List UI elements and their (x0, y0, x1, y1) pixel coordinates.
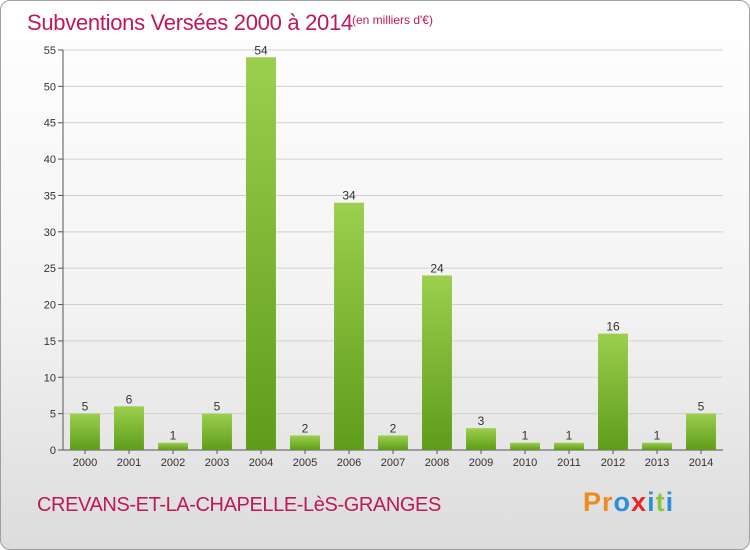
bars (70, 57, 716, 450)
logo-letter: i (647, 487, 656, 517)
bar-2007 (378, 435, 408, 450)
x-tick-label: 2011 (557, 457, 581, 469)
x-tick-label: 2010 (513, 457, 537, 469)
bar-2010 (510, 442, 540, 450)
chart-subtitle: (en milliers d'€) (352, 13, 433, 27)
bar-2005 (290, 435, 320, 450)
x-tick-label: 2005 (293, 457, 317, 469)
y-tick-label: 55 (44, 45, 56, 57)
data-label: 2 (390, 421, 397, 435)
y-tick-label: 5 (50, 409, 56, 421)
data-label: 2 (302, 421, 309, 435)
x-tick-label: 2009 (469, 457, 493, 469)
y-tick-label: 0 (50, 445, 56, 457)
data-label: 1 (170, 429, 177, 443)
data-label: 1 (654, 429, 661, 443)
data-label: 54 (254, 43, 268, 57)
y-tick-label: 40 (44, 154, 56, 166)
bar-2001 (114, 406, 144, 450)
bar-2013 (642, 442, 672, 450)
data-label: 24 (430, 261, 444, 275)
logo-letter: i (665, 487, 675, 517)
y-tick-label: 20 (44, 300, 56, 312)
data-label: 16 (606, 320, 620, 334)
bar-2011 (554, 442, 584, 450)
x-tick-label: 2007 (381, 457, 405, 469)
data-label: 1 (522, 429, 529, 443)
data-label: 5 (698, 400, 705, 414)
bar-2006 (334, 202, 364, 450)
y-tick-label: 15 (44, 336, 56, 348)
bar-2002 (158, 442, 188, 450)
bar-2008 (422, 275, 452, 450)
y-tick-label: 10 (44, 372, 56, 384)
x-tick-label: 2014 (689, 457, 713, 469)
bar-2000 (70, 413, 100, 450)
x-tick-label: 2006 (337, 457, 361, 469)
bar-2014 (686, 413, 716, 450)
logo-letter: P (583, 487, 603, 517)
y-tick-label: 50 (44, 81, 56, 93)
data-label: 6 (126, 392, 133, 406)
y-tick-label: 30 (44, 227, 56, 239)
y-tick-label: 25 (44, 263, 56, 275)
data-label: 34 (342, 189, 356, 203)
commune-name: CREVANS-ET-LA-CHAPELLE-LèS-GRANGES (37, 494, 441, 516)
data-labels: 5 6 1 5 54 2 34 2 24 3 1 1 16 1 5 (82, 43, 705, 442)
x-tick-label: 2012 (601, 457, 625, 469)
proxiti-logo: Proxiti (583, 487, 674, 518)
x-tick-label: 2000 (73, 457, 97, 469)
y-tick-label: 35 (44, 190, 56, 202)
x-tick-label: 2013 (645, 457, 669, 469)
y-tick-label: 45 (44, 118, 56, 130)
bar-2012 (598, 333, 628, 450)
data-label: 5 (82, 400, 89, 414)
logo-letter: o (613, 487, 632, 517)
data-label: 3 (478, 414, 485, 428)
x-tick-label: 2003 (205, 457, 229, 469)
logo-letter: x (631, 487, 648, 517)
data-label: 5 (214, 400, 221, 414)
x-tick-label: 2008 (425, 457, 449, 469)
data-label: 1 (566, 429, 573, 443)
bar-2009 (466, 428, 496, 450)
bar-2003 (202, 413, 232, 450)
x-tick-label: 2002 (161, 457, 185, 469)
logo-letter: t (655, 487, 666, 517)
bar-2004 (246, 57, 276, 450)
x-tick-label: 2001 (117, 457, 141, 469)
logo-letter: r (602, 487, 614, 517)
x-tick-label: 2004 (249, 457, 273, 469)
chart-title: Subventions Versées 2000 à 2014 (27, 10, 353, 35)
